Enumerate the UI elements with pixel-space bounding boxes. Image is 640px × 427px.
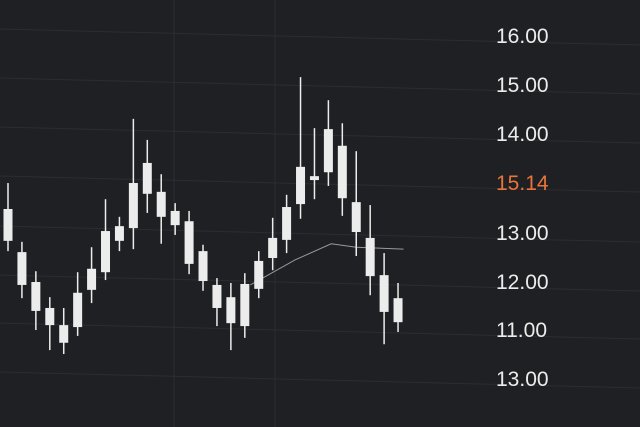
y-tick-label: 15.00 (496, 74, 549, 97)
candle-body (240, 283, 250, 327)
y-tick-label: 13.00 (496, 222, 549, 245)
y-tick-label: 14.00 (496, 123, 549, 146)
candle-body (59, 325, 69, 343)
candle-body (170, 210, 180, 226)
candle-body (226, 297, 236, 324)
candle-body (101, 231, 111, 273)
candle-body (142, 162, 152, 194)
candle-body (156, 191, 166, 217)
candle-body (212, 284, 222, 308)
candle-body (365, 237, 375, 277)
gridline-horizontal (0, 28, 640, 46)
candle-body (296, 166, 306, 205)
candle-body (184, 221, 194, 264)
candle-body (282, 207, 292, 240)
y-tick-label: 11.00 (496, 319, 547, 342)
candle-body (351, 202, 361, 233)
candle-body (198, 251, 208, 282)
candle-body (73, 292, 83, 328)
candle-body (379, 275, 389, 312)
gridline-horizontal (0, 371, 640, 389)
gridline-horizontal (0, 225, 640, 243)
candle-body (128, 183, 138, 229)
current-price-label: 15.14 (496, 172, 549, 195)
y-tick-label: 13.00 (496, 368, 549, 391)
gridline-horizontal (0, 274, 640, 292)
y-tick-label: 16.00 (496, 25, 549, 48)
candle-body (87, 268, 97, 290)
candle-body (17, 252, 27, 285)
gridline-horizontal (0, 175, 640, 193)
candle-body (309, 176, 319, 181)
candle-body (337, 145, 347, 199)
gridline-horizontal (0, 126, 640, 144)
candle-body (268, 237, 278, 258)
candle-body (323, 129, 333, 173)
y-tick-label: 12.00 (496, 271, 549, 294)
gridline-horizontal (0, 322, 640, 340)
candle-body (31, 282, 41, 311)
candle-body (3, 208, 13, 241)
candle-body (45, 307, 55, 326)
candle-body (393, 298, 403, 323)
gridline-horizontal (0, 77, 640, 95)
candle-body (254, 260, 264, 289)
candle-body (114, 226, 124, 241)
